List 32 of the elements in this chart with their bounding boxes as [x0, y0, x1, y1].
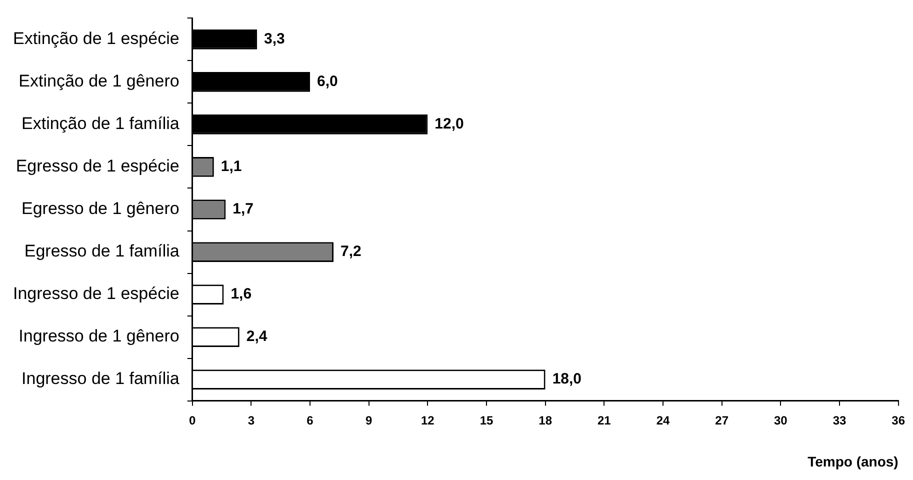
y-tick-label: Extinção de 1 família [22, 114, 180, 134]
x-tick-label: 15 [480, 413, 494, 428]
y-tick-label: Egresso de 1 família [24, 242, 180, 261]
x-tick-label: 9 [365, 413, 372, 428]
data-label: 12,0 [434, 116, 464, 133]
x-tick-label: 6 [306, 413, 314, 428]
y-tick-label: Ingresso de 1 família [22, 369, 180, 388]
y-tick-label: Egresso de 1 gênero [21, 199, 180, 218]
x-tick-label: 18 [538, 413, 552, 428]
x-tick-label: 30 [774, 413, 788, 428]
y-tick-label: Ingresso de 1 gênero [18, 326, 180, 346]
data-label: 2,4 [246, 328, 268, 346]
x-tick-label: 27 [715, 413, 729, 428]
data-label: 7,2 [340, 243, 362, 260]
data-label: 6,0 [316, 73, 338, 90]
x-tick-label: 12 [420, 413, 435, 428]
x-tick-label: 33 [832, 413, 846, 428]
data-label: 1,7 [232, 200, 254, 218]
x-tick-label: 21 [597, 413, 612, 428]
x-tick-label: 0 [188, 413, 196, 428]
data-label: 18,0 [552, 370, 582, 388]
y-tick-label: Extinção de 1 gênero [18, 72, 180, 91]
y-tick-label: Extinção de 1 espécie [12, 29, 180, 48]
data-label: 1,6 [230, 286, 252, 303]
x-tick-label: 3 [248, 413, 255, 428]
x-axis-title: Tempo (anos) [808, 453, 898, 470]
x-tick-label: 24 [656, 413, 670, 428]
data-label: 1,1 [220, 158, 242, 176]
y-tick-label: Ingresso de 1 espécie [12, 284, 180, 304]
data-label: 3,3 [264, 30, 285, 48]
y-tick-label: Egresso de 1 espécie [16, 156, 180, 176]
x-tick-label: 36 [892, 413, 906, 428]
